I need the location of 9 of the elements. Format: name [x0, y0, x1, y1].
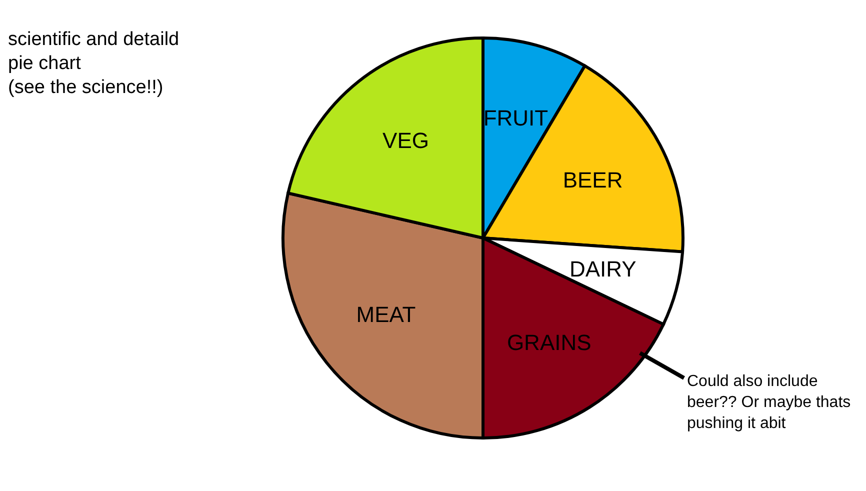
text: scientific and detaild pie chart: [8, 29, 180, 74]
text: (see the science!!): [8, 77, 164, 98]
slice-label: BEER: [562, 167, 623, 192]
slice-label: VEG: [382, 128, 430, 153]
slice-label: GRAINS: [506, 330, 592, 355]
slice-label: DAIRY: [569, 256, 637, 282]
slice-label: FRUIT: [483, 105, 548, 130]
slice-label: MEAT: [356, 302, 416, 328]
text: Could also include beer?? Or maybe thats pushing it abit: [687, 373, 851, 432]
